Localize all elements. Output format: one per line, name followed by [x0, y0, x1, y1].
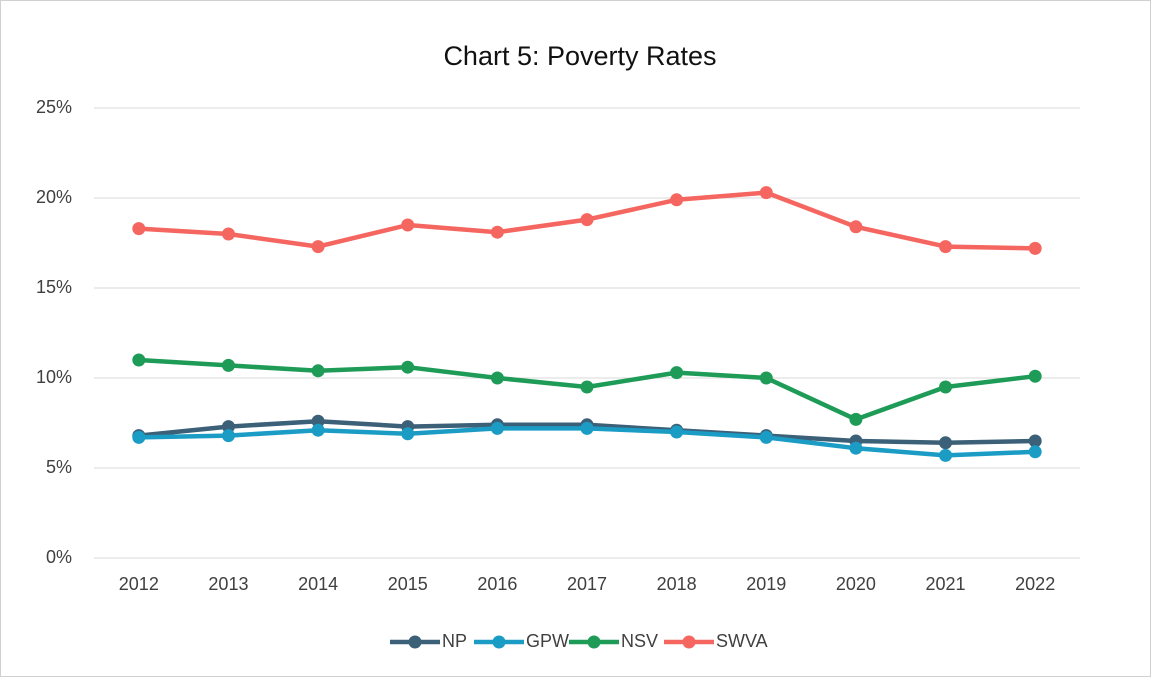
- point: [939, 436, 953, 450]
- point: [132, 222, 146, 236]
- point: [759, 430, 773, 444]
- y-tick-label: 15%: [36, 277, 72, 297]
- point: [580, 380, 594, 394]
- point: [939, 380, 953, 394]
- y-tick-label: 25%: [36, 97, 72, 117]
- point: [1028, 241, 1042, 255]
- point: [759, 371, 773, 385]
- point: [221, 420, 235, 434]
- legend-marker: [682, 635, 696, 649]
- legend-marker: [492, 635, 506, 649]
- point: [311, 364, 325, 378]
- legend-label: SWVA: [716, 631, 768, 651]
- point: [221, 358, 235, 372]
- point: [1028, 434, 1042, 448]
- point: [580, 421, 594, 435]
- x-tick-label: 2021: [926, 574, 966, 594]
- point: [1028, 369, 1042, 383]
- point: [401, 360, 415, 374]
- y-tick-label: 10%: [36, 367, 72, 387]
- point: [490, 421, 504, 435]
- point: [759, 186, 773, 200]
- chart-title: Chart 5: Poverty Rates: [443, 41, 716, 71]
- legend-label: NP: [442, 631, 467, 651]
- legend-marker: [408, 635, 422, 649]
- point: [221, 227, 235, 241]
- point: [132, 353, 146, 367]
- point: [670, 193, 684, 207]
- x-tick-label: 2017: [567, 574, 607, 594]
- point: [490, 225, 504, 239]
- point: [490, 371, 504, 385]
- legend-marker: [587, 635, 601, 649]
- point: [939, 240, 953, 254]
- y-tick-label: 5%: [46, 457, 72, 477]
- x-tick-label: 2012: [119, 574, 159, 594]
- x-tick-label: 2022: [1015, 574, 1055, 594]
- x-tick-label: 2014: [298, 574, 338, 594]
- x-tick-label: 2015: [388, 574, 428, 594]
- point: [311, 240, 325, 254]
- x-tick-label: 2016: [477, 574, 517, 594]
- legend-label: GPW: [526, 631, 569, 651]
- point: [849, 412, 863, 426]
- point: [401, 218, 415, 232]
- y-tick-label: 20%: [36, 187, 72, 207]
- point: [311, 414, 325, 428]
- point: [221, 429, 235, 443]
- point: [311, 423, 325, 437]
- point: [670, 366, 684, 380]
- point: [401, 427, 415, 441]
- point: [1028, 445, 1042, 459]
- point: [132, 430, 146, 444]
- point: [939, 448, 953, 462]
- x-tick-label: 2018: [657, 574, 697, 594]
- x-tick-label: 2020: [836, 574, 876, 594]
- point: [580, 213, 594, 227]
- x-tick-label: 2019: [746, 574, 786, 594]
- x-tick-label: 2013: [208, 574, 248, 594]
- point: [670, 425, 684, 439]
- y-tick-label: 0%: [46, 547, 72, 567]
- point: [849, 441, 863, 455]
- legend-label: NSV: [621, 631, 658, 651]
- point: [849, 220, 863, 234]
